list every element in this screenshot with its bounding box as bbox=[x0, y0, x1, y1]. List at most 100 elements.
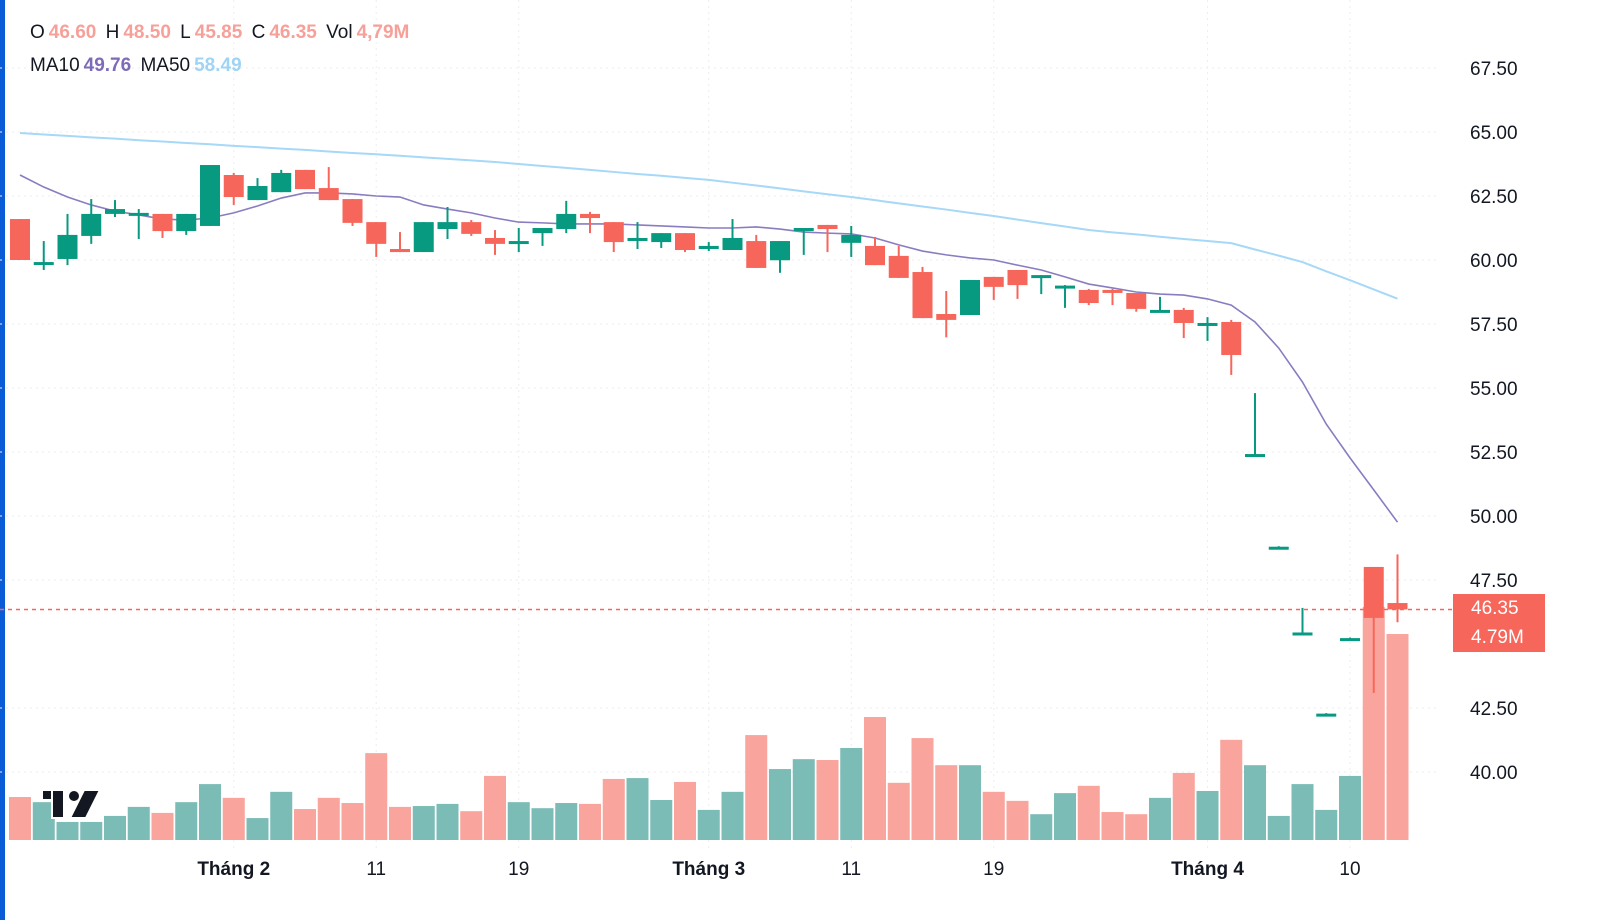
price-axis: 67.50 65.00 62.50 60.00 57.50 55.00 52.50 50.00… bbox=[1470, 59, 1518, 784]
candle-body bbox=[698, 245, 719, 249]
volume-bar bbox=[911, 738, 934, 840]
ma50-line bbox=[19, 132, 1398, 300]
volume-bar bbox=[721, 791, 744, 840]
candle bbox=[318, 167, 339, 201]
volume-bar bbox=[365, 753, 388, 840]
candle bbox=[627, 222, 648, 249]
candle-body bbox=[817, 224, 838, 230]
volume-bar bbox=[769, 769, 791, 840]
volume-bar bbox=[1030, 814, 1053, 840]
volume-bar bbox=[1125, 814, 1148, 840]
candle-body bbox=[223, 175, 244, 198]
candle bbox=[1150, 296, 1170, 313]
candle-body bbox=[746, 241, 767, 268]
candle-body bbox=[10, 219, 30, 260]
candle-body bbox=[247, 186, 268, 201]
candle-body bbox=[983, 276, 1004, 287]
candle bbox=[1316, 713, 1337, 717]
candle bbox=[390, 232, 410, 253]
candle bbox=[33, 241, 54, 270]
candle bbox=[1292, 607, 1313, 636]
volume-bar bbox=[341, 803, 364, 840]
volume-bar bbox=[246, 818, 269, 840]
candle-body bbox=[865, 245, 885, 266]
volume-bar bbox=[412, 806, 435, 840]
volume-bar bbox=[1006, 800, 1029, 840]
volume-bar bbox=[1362, 606, 1385, 840]
volume-bar bbox=[1386, 634, 1409, 840]
volume-bar bbox=[555, 803, 578, 840]
candle-body bbox=[1031, 275, 1052, 279]
volume-bar bbox=[507, 802, 530, 840]
candle bbox=[580, 211, 600, 234]
candle bbox=[912, 266, 933, 319]
candle-body bbox=[105, 209, 125, 214]
candle-body bbox=[152, 213, 173, 232]
grid bbox=[0, 0, 1440, 850]
candle bbox=[128, 209, 149, 240]
volume-bar bbox=[674, 781, 696, 840]
candle-body bbox=[793, 228, 814, 232]
candle bbox=[1197, 317, 1218, 341]
volume-bar bbox=[1244, 765, 1266, 840]
candle bbox=[746, 234, 767, 268]
candle bbox=[200, 165, 220, 226]
tradingview-logo[interactable] bbox=[40, 788, 102, 825]
price-tick-label: 55.00 bbox=[1470, 379, 1518, 400]
volume-bar bbox=[864, 717, 886, 840]
candle bbox=[1078, 288, 1099, 306]
candle-body bbox=[342, 199, 363, 223]
candle-body bbox=[1340, 638, 1360, 642]
time-tick-label: 19 bbox=[508, 859, 529, 880]
candle-body bbox=[722, 237, 743, 251]
candle-body bbox=[390, 248, 410, 253]
volume-bar bbox=[1315, 809, 1338, 840]
volume-bar bbox=[626, 778, 649, 840]
volume-bar bbox=[840, 747, 863, 840]
candle bbox=[105, 200, 125, 217]
volume-bar bbox=[151, 812, 174, 840]
volume-bar bbox=[959, 765, 981, 840]
volume-bar bbox=[56, 821, 79, 840]
volume-bar bbox=[1339, 775, 1361, 840]
candle-body bbox=[556, 213, 577, 230]
volume-bar bbox=[1101, 812, 1124, 840]
candle-body bbox=[1268, 546, 1289, 550]
volume-bar bbox=[389, 806, 411, 840]
candle bbox=[508, 228, 529, 253]
volume-bar bbox=[1149, 797, 1171, 840]
volume-bar bbox=[650, 800, 673, 840]
volume-bar bbox=[484, 775, 506, 840]
price-tick-label: 57.50 bbox=[1470, 315, 1518, 336]
volume-value: 4,79M bbox=[356, 22, 410, 43]
volume-bar bbox=[1267, 815, 1290, 840]
candle-body bbox=[1102, 289, 1123, 293]
candle bbox=[1007, 269, 1028, 299]
candle-body bbox=[485, 237, 505, 244]
price-tick-label: 65.00 bbox=[1470, 123, 1518, 144]
candle bbox=[271, 169, 292, 193]
candle bbox=[10, 219, 30, 260]
candle bbox=[413, 222, 434, 253]
candle bbox=[865, 236, 885, 266]
candle-body bbox=[1292, 632, 1313, 636]
candle-body bbox=[1007, 269, 1028, 286]
volume-bar bbox=[1077, 785, 1100, 840]
ohlc-legend: O 46.60 H 48.50 L 45.85 C 46.35 Vol 4,79M bbox=[30, 22, 413, 44]
volume-bar bbox=[816, 760, 839, 840]
left-accent-bar bbox=[0, 0, 5, 920]
candle-body bbox=[532, 228, 553, 234]
candle-body bbox=[1316, 713, 1337, 717]
candle-body bbox=[888, 255, 909, 278]
candle bbox=[722, 219, 743, 251]
candle bbox=[342, 199, 363, 226]
price-tick-label: 62.50 bbox=[1470, 187, 1518, 208]
time-tick-label: Tháng 3 bbox=[672, 859, 745, 880]
candle bbox=[1055, 285, 1075, 308]
candle-body bbox=[1055, 285, 1075, 289]
candle-body bbox=[1150, 309, 1170, 313]
candle bbox=[57, 213, 78, 266]
volume-bar bbox=[602, 778, 625, 840]
volume-label: Vol bbox=[326, 22, 353, 43]
